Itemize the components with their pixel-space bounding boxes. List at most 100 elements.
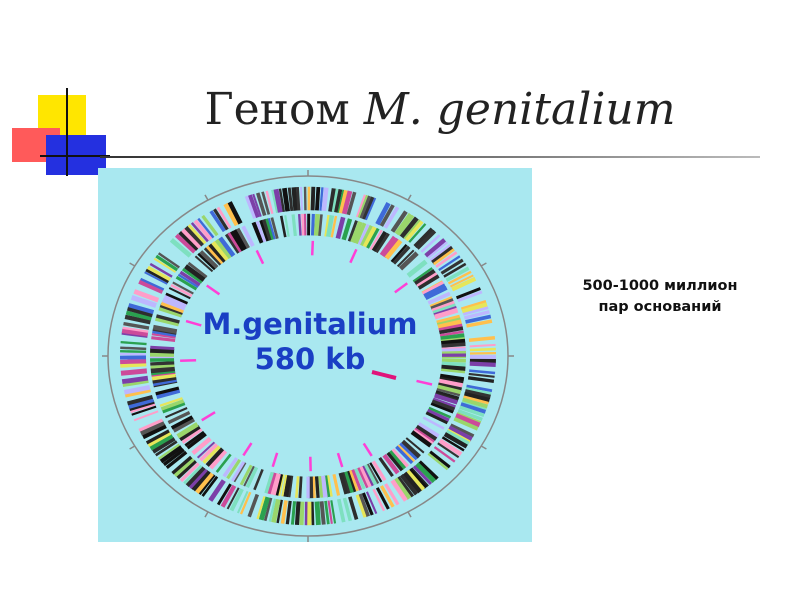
gene-bar bbox=[466, 319, 493, 328]
marker-line bbox=[255, 249, 265, 265]
gene-bar bbox=[440, 258, 464, 275]
gene-bar bbox=[447, 425, 473, 442]
gene-bar bbox=[364, 197, 377, 221]
gene-bar bbox=[160, 399, 185, 411]
gene-bar bbox=[420, 234, 441, 253]
gene-bar bbox=[351, 469, 363, 491]
gene-bar bbox=[121, 375, 149, 385]
gene-bar bbox=[382, 453, 400, 475]
genome-tick-mark bbox=[407, 511, 412, 518]
gene-bar bbox=[243, 465, 255, 487]
gene-bar bbox=[209, 210, 226, 233]
gene-bar bbox=[416, 272, 438, 288]
marker-line bbox=[242, 442, 253, 457]
gene-bar bbox=[408, 223, 427, 243]
gene-bar bbox=[202, 445, 221, 464]
gene-bar bbox=[423, 283, 446, 298]
gene-bar bbox=[437, 442, 460, 459]
gene-bar bbox=[461, 401, 487, 411]
gene-bar bbox=[174, 233, 197, 254]
gene-bar bbox=[314, 476, 320, 499]
gene-bar bbox=[342, 497, 353, 522]
gene-bar bbox=[197, 252, 216, 271]
gene-bar bbox=[366, 463, 380, 485]
gene-bar bbox=[414, 427, 435, 443]
gene-bar bbox=[427, 452, 449, 471]
gene-bar bbox=[155, 386, 180, 396]
gene-bar bbox=[184, 264, 206, 282]
gene-bar bbox=[176, 459, 197, 480]
gene-bar bbox=[431, 300, 456, 314]
gene-bar bbox=[183, 464, 203, 485]
gene-bar bbox=[261, 218, 273, 241]
gene-bar bbox=[441, 338, 466, 346]
gene-bar bbox=[190, 469, 210, 491]
gene-bar bbox=[258, 496, 271, 521]
gene-bar bbox=[153, 257, 177, 273]
gene-bar bbox=[155, 254, 179, 272]
highlight-marker bbox=[371, 370, 397, 380]
gene-bar bbox=[330, 215, 338, 238]
gene-bar bbox=[281, 474, 288, 497]
gene-bar bbox=[208, 243, 227, 263]
decoration-horizontal-line bbox=[40, 155, 110, 157]
gene-bar bbox=[436, 384, 462, 395]
gene-bar bbox=[291, 187, 299, 211]
gene-bar bbox=[404, 220, 424, 242]
gene-bar bbox=[327, 500, 333, 524]
gene-bar bbox=[441, 361, 466, 367]
gene-bar bbox=[402, 471, 422, 494]
gene-bar bbox=[278, 188, 286, 213]
gene-bar bbox=[413, 429, 434, 445]
gene-bar bbox=[400, 439, 421, 459]
gene-bar bbox=[384, 483, 400, 506]
title-species: M. genitalium bbox=[363, 84, 676, 135]
gene-bar bbox=[357, 223, 370, 246]
gene-bar bbox=[271, 189, 279, 214]
gene-bar bbox=[301, 213, 305, 236]
gene-bar bbox=[194, 471, 214, 494]
gene-bar bbox=[341, 472, 351, 494]
gene-bar bbox=[122, 326, 149, 333]
outer-ticks-layer bbox=[102, 170, 514, 542]
gene-bar bbox=[443, 432, 468, 449]
gene-bar bbox=[424, 285, 448, 301]
gene-bar bbox=[152, 436, 176, 454]
genome-tick-mark bbox=[204, 511, 209, 518]
gene-bar bbox=[214, 238, 233, 259]
gene-bar bbox=[232, 229, 248, 251]
gene-bar bbox=[208, 479, 226, 502]
marker-line bbox=[394, 282, 409, 294]
gene-bar bbox=[469, 343, 496, 348]
gene-bar bbox=[378, 456, 394, 478]
gene-bar bbox=[464, 389, 491, 399]
gene-bar bbox=[445, 266, 470, 282]
gene-bar bbox=[163, 294, 188, 308]
gene-bar bbox=[178, 424, 201, 442]
gene-bar bbox=[375, 232, 390, 254]
gene-bar bbox=[406, 259, 428, 278]
gene-bar bbox=[337, 189, 345, 214]
gene-bar bbox=[175, 275, 198, 291]
gene-bar bbox=[338, 472, 349, 495]
gene-bar bbox=[120, 368, 148, 376]
genome-label-name: M.genitalium bbox=[202, 307, 417, 341]
gene-bar bbox=[372, 488, 386, 512]
gene-bar bbox=[263, 497, 273, 522]
marker-line bbox=[310, 240, 315, 256]
gene-bar bbox=[252, 193, 262, 217]
gene-bar bbox=[311, 501, 315, 526]
gene-bar bbox=[315, 186, 321, 211]
gene-bar bbox=[156, 388, 181, 399]
genome-label-size: 580 kb bbox=[255, 342, 366, 376]
gene-bar bbox=[178, 230, 199, 251]
gene-bar bbox=[261, 191, 271, 215]
gene-bar bbox=[141, 423, 167, 440]
gene-bar bbox=[139, 420, 165, 436]
gene-bar bbox=[417, 422, 440, 439]
gene-bar bbox=[159, 303, 184, 315]
gene-bar bbox=[393, 477, 412, 500]
gene-bar bbox=[434, 307, 459, 320]
genome-map-canvas: M.genitalium 580 kb bbox=[102, 170, 514, 542]
gene-bar bbox=[199, 443, 219, 462]
